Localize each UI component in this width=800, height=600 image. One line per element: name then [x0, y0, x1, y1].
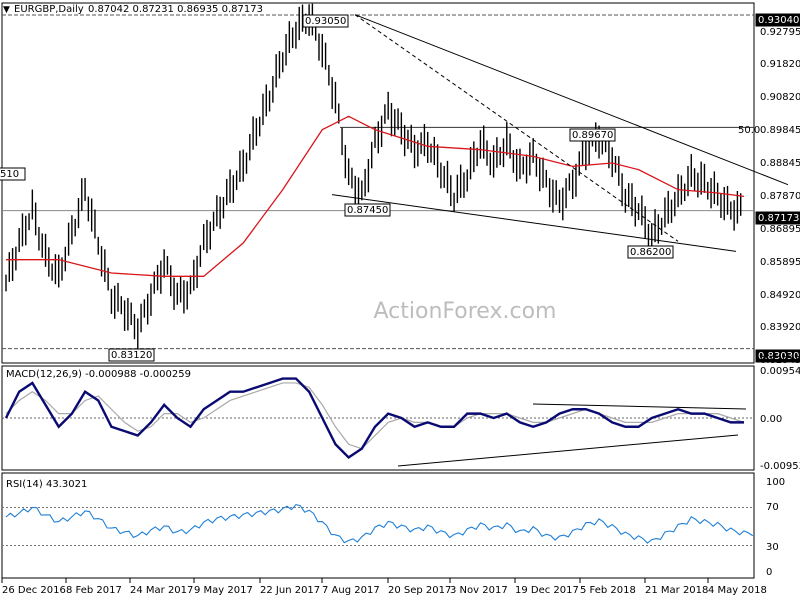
rsi-tick-label: 70 [766, 502, 779, 513]
ma-line [6, 115, 745, 277]
date-tick-label: 7 Aug 2017 [322, 585, 380, 596]
macd-upper-trendline [532, 403, 747, 410]
date-tick-label: 22 Jun 2017 [260, 585, 320, 596]
rsi-lines [2, 503, 754, 546]
moving-average [6, 115, 745, 277]
axis-high-tag: 0.93040 [758, 15, 799, 26]
price-tick-label: 0.87870 [760, 191, 800, 202]
upper-trendline [354, 14, 789, 186]
date-tick-label: 26 Dec 2016 [2, 585, 66, 596]
price-tick-label: 0.91820 [760, 59, 800, 70]
date-tick-label: 8 Feb 2017 [66, 585, 122, 596]
current-price-tag: 0.87173 [758, 213, 799, 224]
price-panel-frame [1, 2, 755, 364]
macd-title: MACD(12,26,9) -0.000988 -0.000259 [6, 369, 191, 380]
macd-tick-label: 0.00954 [760, 366, 800, 377]
price-tick-label: 0.89845 [760, 125, 800, 136]
current-price-tag-box [755, 211, 800, 225]
level-tag-0.86200-box [627, 245, 674, 259]
rsi-tick-label: 100 [766, 477, 785, 488]
dashed-trendline [354, 14, 679, 242]
watermark: ActionForex.com [374, 299, 557, 324]
fib-label: 50.0 [738, 125, 760, 136]
date-tick-label: 9 May 2017 [194, 585, 253, 596]
chart-labels: 0.93040 0.83030 0.87173 0.93050 0.83120 0.874… [0, 13, 800, 490]
date-tick-label: 3 Nov 2017 [450, 585, 508, 596]
macd-tick-label: -0.009538 [760, 461, 800, 472]
macd-lower-trendline [397, 434, 739, 467]
price-tick-label: 0.83920 [760, 322, 800, 333]
price-tick-label: 0.82945 [760, 355, 800, 366]
date-tick-label: 24 Mar 2017 [130, 585, 193, 596]
rsi-title: RSI(14) 43.3021 [6, 479, 87, 490]
date-tick-label: 19 Dec 2017 [515, 585, 579, 596]
date-axis: 26 Dec 2016 8 Feb 2017 24 Mar 2017 9 May 20… [1, 578, 767, 596]
price-tick-label: 0.88845 [760, 158, 800, 169]
level-tag-0.89670: 0.89670 [572, 130, 613, 141]
date-tick-label: 5 Feb 2018 [580, 585, 636, 596]
level-tag-0.93050-box [302, 14, 349, 28]
macd-signal-line [5, 382, 745, 450]
lower-trendline [331, 194, 737, 252]
level-tag-0.86200: 0.86200 [630, 247, 671, 258]
chevron-down-icon: ▼ [3, 5, 10, 15]
panel-frames [1, 2, 755, 579]
level-tag-0.83120: 0.83120 [111, 350, 152, 361]
axis-high-tag-box [755, 13, 800, 27]
axis-low-tag-box [755, 349, 800, 363]
rsi-tick-label: 30 [766, 542, 779, 553]
level-tag-510-box [0, 167, 26, 181]
level-tag-0.87450-box [344, 203, 391, 217]
price-axis: 0.92795 0.91820 0.90820 0.89845 0.88845 0.878… [760, 27, 800, 578]
trendlines [331, 14, 789, 252]
axis-low-tag: 0.83030 [758, 351, 799, 362]
rsi-tick-label: 0 [766, 567, 772, 578]
macd-lines [2, 377, 754, 467]
date-tick-label: 20 Sep 2017 [388, 585, 451, 596]
rsi-line [5, 503, 754, 544]
level-tag-0.89670-box [569, 128, 616, 142]
price-tick-label: 0.85895 [760, 257, 800, 268]
date-tick-label: 21 Mar 2018 [645, 585, 708, 596]
price-tick-label: 0.84920 [760, 290, 800, 301]
price-tick-label: 0.86895 [760, 224, 800, 235]
price-tick-label: 0.92795 [760, 27, 800, 38]
level-tag-0.87450: 0.87450 [347, 205, 388, 216]
date-tick-label: 4 May 2018 [708, 585, 767, 596]
level-tag-0.93050: 0.93050 [305, 16, 346, 27]
chart-title: EURGBP,Daily [14, 4, 84, 15]
macd-tick-label: 0.00 [760, 414, 782, 425]
rsi-panel-frame [1, 472, 755, 579]
level-tag-0.83120-box [108, 348, 155, 362]
macd-line [4, 377, 744, 459]
level-tag-510: 510 [0, 169, 19, 180]
price-tick-label: 0.90820 [760, 92, 800, 103]
ohlc-readout: 0.87042 0.87231 0.86935 0.87173 [88, 4, 263, 15]
